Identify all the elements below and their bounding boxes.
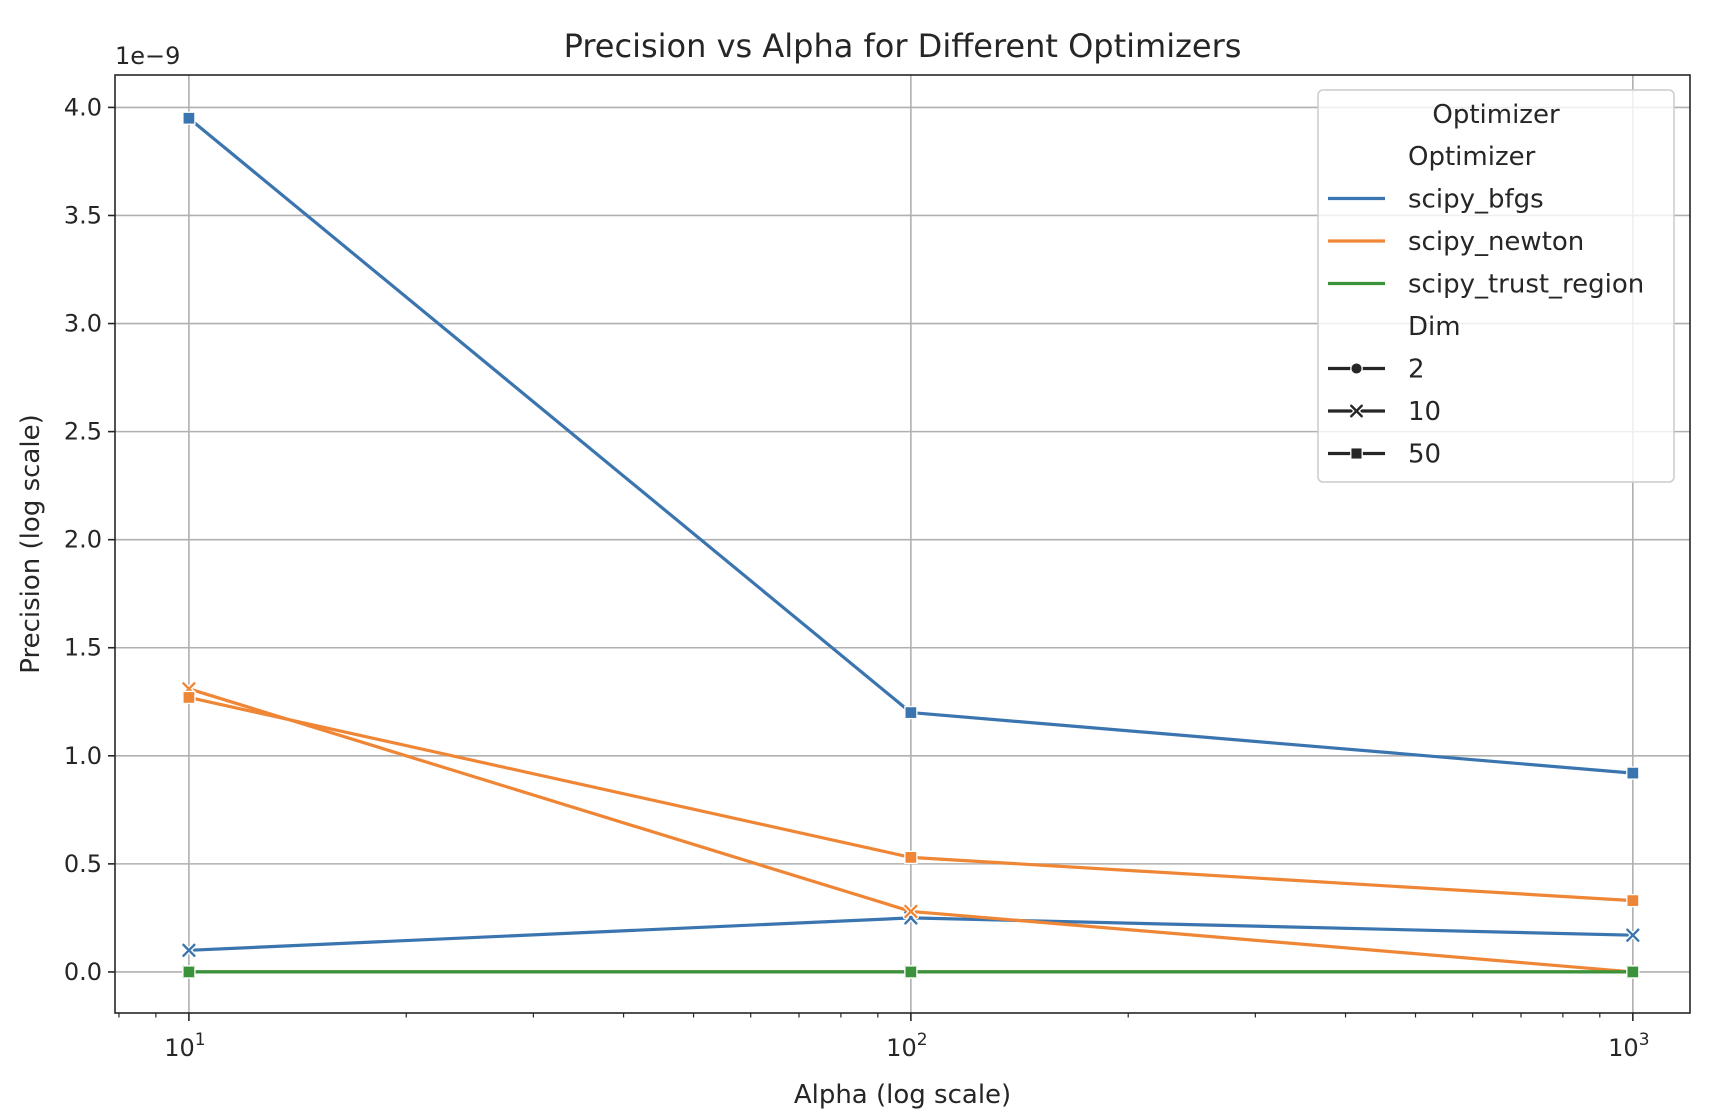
data-point-marker [1626,893,1640,908]
series-scipy_bfgs-dim-50 [182,111,1640,780]
data-point-marker-stroke [182,943,196,958]
y-offset-label: 1e−9 [115,42,180,70]
legend: Optimizer Optimizer Dim scipy_bfgsscipy_… [1317,89,1675,483]
x-axis-label: Alpha (log scale) [794,1080,1011,1110]
data-point-marker-stroke [1626,928,1640,942]
legend-box [1317,89,1675,483]
data-point-marker [1626,766,1640,780]
legend-label: scipy_trust_region [1408,270,1644,300]
legend-hue-header: Optimizer [1408,142,1536,172]
legend-label: 2 [1408,355,1425,385]
series-scipy_trust_region-dim-50 [182,965,1640,979]
data-point-marker [180,942,197,959]
legend-entry-scipy_bfgs: scipy_bfgs [1328,185,1544,215]
legend-label: 50 [1408,440,1441,470]
legend-label: scipy_newton [1408,227,1584,257]
legend-style-header: Dim [1408,312,1461,342]
data-point-marker [1624,927,1641,944]
legend-label: scipy_bfgs [1408,185,1544,215]
series-layer [180,111,1641,980]
y-tick-label: 3.5 [64,201,102,229]
y-tick-label: 0.5 [64,850,102,878]
y-axis-label: Precision (log scale) [16,414,46,673]
y-tick-label: 3.0 [64,310,102,338]
legend-entry-dim-10: 10 [1328,397,1441,427]
plot-frame [114,74,1691,1014]
legend-marker-swatch [1350,447,1363,460]
series-scipy_newton-dim-50 [182,690,1640,908]
legend-entry-dim-2: 2 [1328,355,1425,385]
data-point-marker [182,690,196,705]
y-tick-label: 1.5 [64,634,102,662]
legend-marker-swatch [1350,362,1363,375]
y-tick-label: 0.0 [64,958,102,986]
data-point-marker [904,965,918,979]
data-point-marker [1626,965,1640,979]
y-tick-label: 1.0 [64,742,102,770]
x-tick-label: 102 [886,1030,927,1062]
data-point-marker [904,705,918,720]
x-tick-label: 103 [1608,1030,1649,1062]
legend-marker-swatch [1348,403,1365,419]
data-point-marker [182,111,196,125]
y-tick-label: 4.0 [64,93,102,121]
legend-title: Optimizer [1432,100,1560,130]
legend-entry-scipy_newton: scipy_newton [1328,227,1584,257]
y-tick-label: 2.5 [64,418,102,446]
data-point-marker [182,965,196,979]
data-point-marker [902,903,919,920]
legend-marker-swatch-stroke [1350,404,1363,418]
y-tick-label: 2.0 [64,526,102,554]
x-tick-label: 101 [164,1030,205,1062]
data-point-marker-stroke [904,904,918,919]
legend-entries: scipy_bfgs scipy_newton scipy_trust_region… [1328,185,1644,470]
chart-title: Precision vs Alpha for Different Optimiz… [564,27,1242,65]
data-point-marker [904,850,918,865]
legend-entry-scipy_trust_region: scipy_trust_region [1328,270,1644,300]
legend-label: 10 [1408,397,1441,427]
legend-entry-dim-50: 50 [1328,440,1441,470]
